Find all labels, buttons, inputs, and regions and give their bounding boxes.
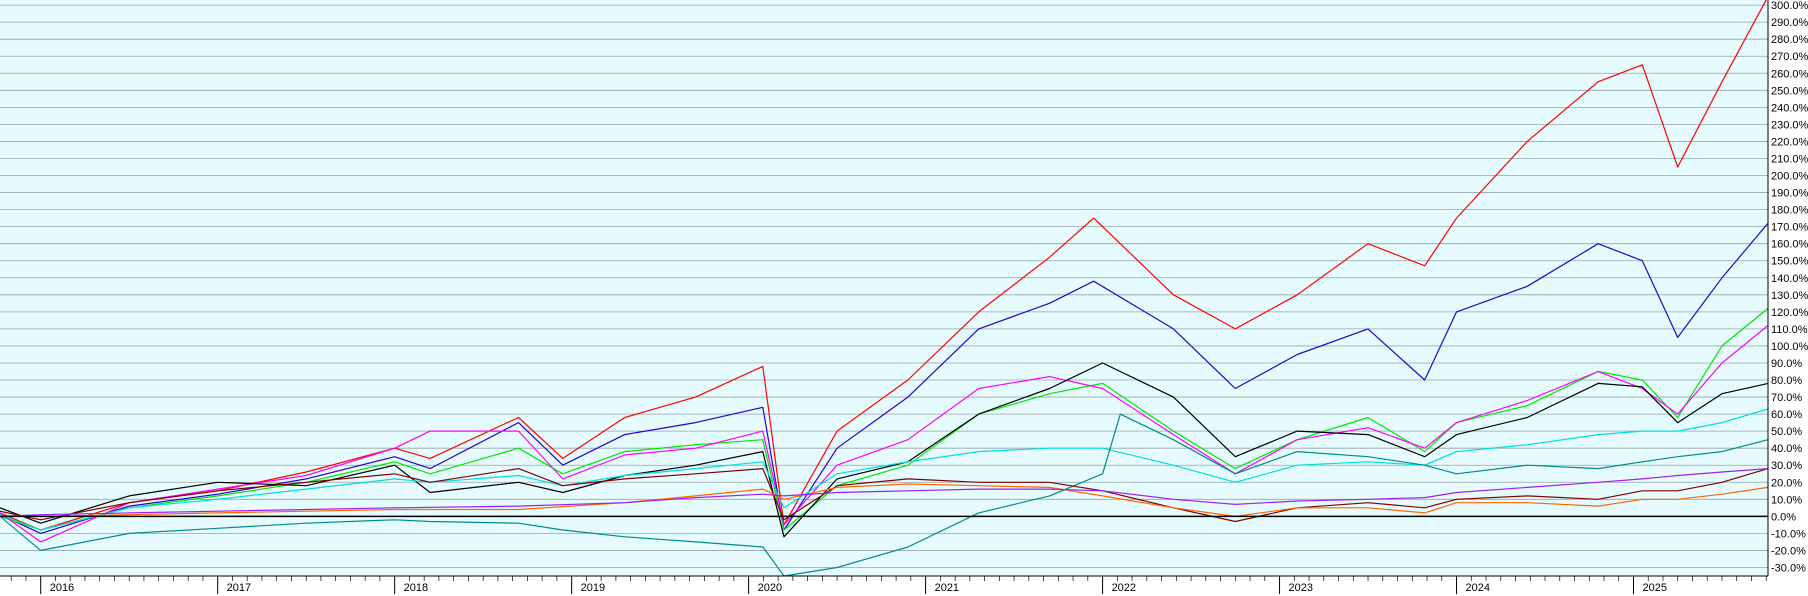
y-tick-label: 60.0%: [1771, 409, 1802, 421]
x-tick-label: 2019: [581, 582, 605, 594]
y-tick-label: 290.0%: [1771, 17, 1808, 29]
x-tick-label: 2024: [1466, 582, 1490, 594]
y-tick-label: 90.0%: [1771, 358, 1802, 370]
y-tick-label: 190.0%: [1771, 188, 1808, 200]
series-line-6: [0, 408, 1769, 531]
y-tick-label: 230.0%: [1771, 119, 1808, 131]
y-axis-labels: 300.0% 290.0% 280.0% 270.0% 260.0% 250.0% 240.…: [1771, 0, 1808, 574]
series-line-4: [0, 325, 1769, 543]
y-tick-label: 0.0%: [1771, 511, 1796, 523]
y-tick-label: 280.0%: [1771, 34, 1808, 46]
y-tick-label: 220.0%: [1771, 136, 1808, 148]
y-tick-label: 170.0%: [1771, 222, 1808, 234]
y-tick-label: 10.0%: [1771, 494, 1802, 506]
series-line-5: [0, 362, 1769, 538]
y-tick-label: 120.0%: [1771, 307, 1808, 319]
y-tick-label: 260.0%: [1771, 68, 1808, 80]
y-tick-label: -20.0%: [1771, 545, 1806, 557]
x-tick-label: 2017: [227, 582, 251, 594]
y-tick-label: 40.0%: [1771, 443, 1802, 455]
y-tick-label: 150.0%: [1771, 256, 1808, 268]
y-tick-label: 100.0%: [1771, 341, 1808, 353]
y-tick-label: 140.0%: [1771, 273, 1808, 285]
series-lines: [0, 0, 1769, 577]
series-line-8: [0, 468, 1769, 523]
series-line-2: [0, 222, 1769, 535]
y-tick-label: 240.0%: [1771, 102, 1808, 114]
y-tick-label: 300.0%: [1771, 0, 1808, 12]
x-tick-label: 2023: [1289, 582, 1313, 594]
x-tick-label: 2021: [935, 582, 959, 594]
plot-background: [0, 0, 1768, 576]
x-tick-label: 2020: [758, 582, 782, 594]
x-axis-labels: 2016 2017 2018 2019 2020 2021 2022 2023 2024 2025: [10, 576, 1767, 594]
y-tick-label: -30.0%: [1771, 562, 1806, 574]
y-tick-label: 130.0%: [1771, 290, 1808, 302]
y-tick-label: -10.0%: [1771, 528, 1806, 540]
x-tick-label: 2018: [404, 582, 428, 594]
series-line-10: [0, 468, 1769, 517]
y-tick-label: 270.0%: [1771, 51, 1808, 63]
series-line-9: [0, 483, 1769, 518]
y-tick-label: 250.0%: [1771, 85, 1808, 97]
x-tick-label: 2016: [50, 582, 74, 594]
y-tick-label: 110.0%: [1771, 324, 1808, 336]
y-tick-label: 210.0%: [1771, 153, 1808, 165]
series-line-7: [0, 413, 1769, 577]
x-tick-label: 2022: [1112, 582, 1136, 594]
y-tick-label: 50.0%: [1771, 426, 1802, 438]
y-tick-label: 200.0%: [1771, 171, 1808, 183]
y-tick-label: 80.0%: [1771, 375, 1802, 387]
x-tick-label: 2025: [1642, 582, 1666, 594]
series-line-3: [0, 307, 1769, 531]
y-tick-label: 70.0%: [1771, 392, 1802, 404]
y-tick-label: 20.0%: [1771, 477, 1802, 489]
y-tick-label: 30.0%: [1771, 460, 1802, 472]
y-tick-label: 180.0%: [1771, 205, 1808, 217]
y-tick-label: 160.0%: [1771, 239, 1808, 251]
